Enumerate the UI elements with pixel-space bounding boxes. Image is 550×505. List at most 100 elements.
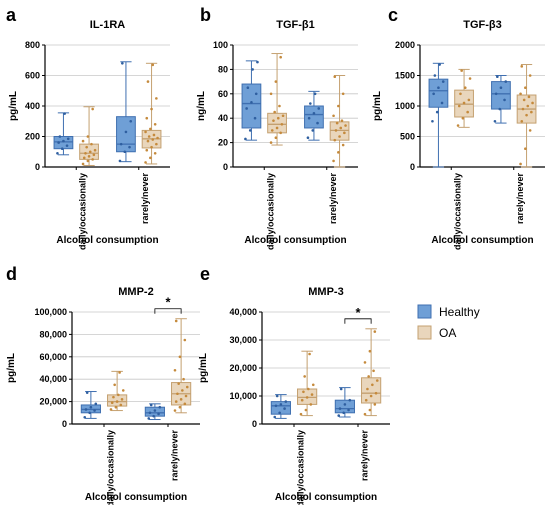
data-point <box>459 92 462 96</box>
panel-letter: e <box>200 264 210 284</box>
data-point <box>333 138 337 142</box>
significance-star: * <box>165 295 171 310</box>
data-point <box>531 101 534 105</box>
chart-title: MMP-3 <box>308 286 343 298</box>
data-point <box>88 150 92 154</box>
box-healthy-rarely-never <box>491 75 511 124</box>
y-tick-label: 0 <box>35 162 40 172</box>
data-point <box>332 159 335 163</box>
data-point <box>117 393 120 397</box>
data-point <box>153 409 157 412</box>
y-axis-label: ng/mL <box>196 91 207 121</box>
data-point <box>156 136 159 140</box>
data-point <box>124 130 128 134</box>
data-point <box>85 391 89 394</box>
data-point <box>341 143 345 147</box>
chart-title: IL-1RA <box>90 19 126 31</box>
data-point <box>115 400 119 403</box>
data-point <box>274 136 278 140</box>
y-tick-label: 0 <box>223 162 228 172</box>
box-iqr <box>116 116 136 153</box>
box-iqr <box>241 83 262 129</box>
x-category-label: rarely/never <box>359 430 369 482</box>
box-healthy-rarely-never <box>144 403 165 421</box>
data-point <box>375 379 379 382</box>
data-point <box>248 129 252 132</box>
panel-letter: b <box>200 5 211 25</box>
data-point <box>56 151 59 155</box>
data-point <box>306 136 310 140</box>
data-point <box>176 392 179 396</box>
data-point <box>366 387 369 391</box>
data-point <box>303 375 306 378</box>
chart-panel-e: e MMP-3 0 10,000 20,000 30,000 40,000 pg/mL dail… <box>198 264 390 505</box>
data-point <box>251 68 254 71</box>
data-point <box>309 403 313 406</box>
data-point <box>433 74 437 77</box>
data-point <box>348 398 352 402</box>
data-point <box>460 69 463 72</box>
x-category-label: daily/occasionally <box>78 173 88 250</box>
box-oa-rarely-never <box>329 75 350 168</box>
y-tick-label: 500 <box>400 132 415 142</box>
panel-letter: a <box>6 5 17 25</box>
data-point <box>504 80 508 83</box>
data-point <box>181 389 184 392</box>
data-point <box>158 405 162 409</box>
data-point <box>269 92 273 96</box>
data-point <box>305 396 309 399</box>
data-point <box>155 97 158 100</box>
data-point <box>283 407 286 410</box>
data-point <box>525 113 528 117</box>
data-point <box>520 119 524 123</box>
chart-title: TGF-β3 <box>463 19 502 31</box>
data-point <box>84 408 88 411</box>
y-axis-label: pg/mL <box>198 353 209 383</box>
data-point <box>440 101 444 105</box>
data-point <box>461 116 465 120</box>
data-point <box>275 394 279 398</box>
data-point <box>503 98 506 102</box>
x-category-label: rarely/never <box>140 173 150 225</box>
data-point <box>184 394 188 398</box>
y-tick-label: 60,000 <box>39 352 67 362</box>
data-point <box>337 104 340 108</box>
y-tick-label: 40,000 <box>229 307 257 317</box>
data-point <box>373 403 377 406</box>
data-point <box>123 150 127 154</box>
data-point <box>363 361 367 364</box>
data-point <box>279 131 282 135</box>
data-point <box>274 404 278 408</box>
data-point <box>317 107 321 110</box>
chart-title: MMP-2 <box>118 286 153 298</box>
data-point <box>498 107 502 111</box>
data-point <box>173 409 177 412</box>
data-point <box>157 412 160 416</box>
data-point <box>93 409 96 412</box>
data-point <box>60 147 64 150</box>
box-healthy-daily-occasionally <box>428 62 449 168</box>
data-point <box>94 402 98 406</box>
y-tick-label: 600 <box>25 71 40 81</box>
data-point <box>256 60 259 64</box>
data-point <box>178 405 182 409</box>
box-oa-rarely-never <box>361 328 382 417</box>
data-point <box>493 119 497 123</box>
data-point <box>307 116 311 120</box>
data-point <box>278 411 281 415</box>
box-iqr <box>491 81 511 110</box>
data-point <box>84 151 87 155</box>
data-point <box>121 389 125 392</box>
data-point <box>81 139 85 143</box>
data-point <box>527 95 531 99</box>
y-tick-label: 200 <box>25 132 40 142</box>
data-point <box>179 398 183 401</box>
data-point <box>121 62 124 65</box>
data-point <box>371 383 374 387</box>
data-point <box>520 65 524 68</box>
box-oa-daily-occasionally <box>297 350 318 417</box>
data-point <box>85 145 88 149</box>
data-point <box>270 129 274 132</box>
data-point <box>528 74 532 77</box>
